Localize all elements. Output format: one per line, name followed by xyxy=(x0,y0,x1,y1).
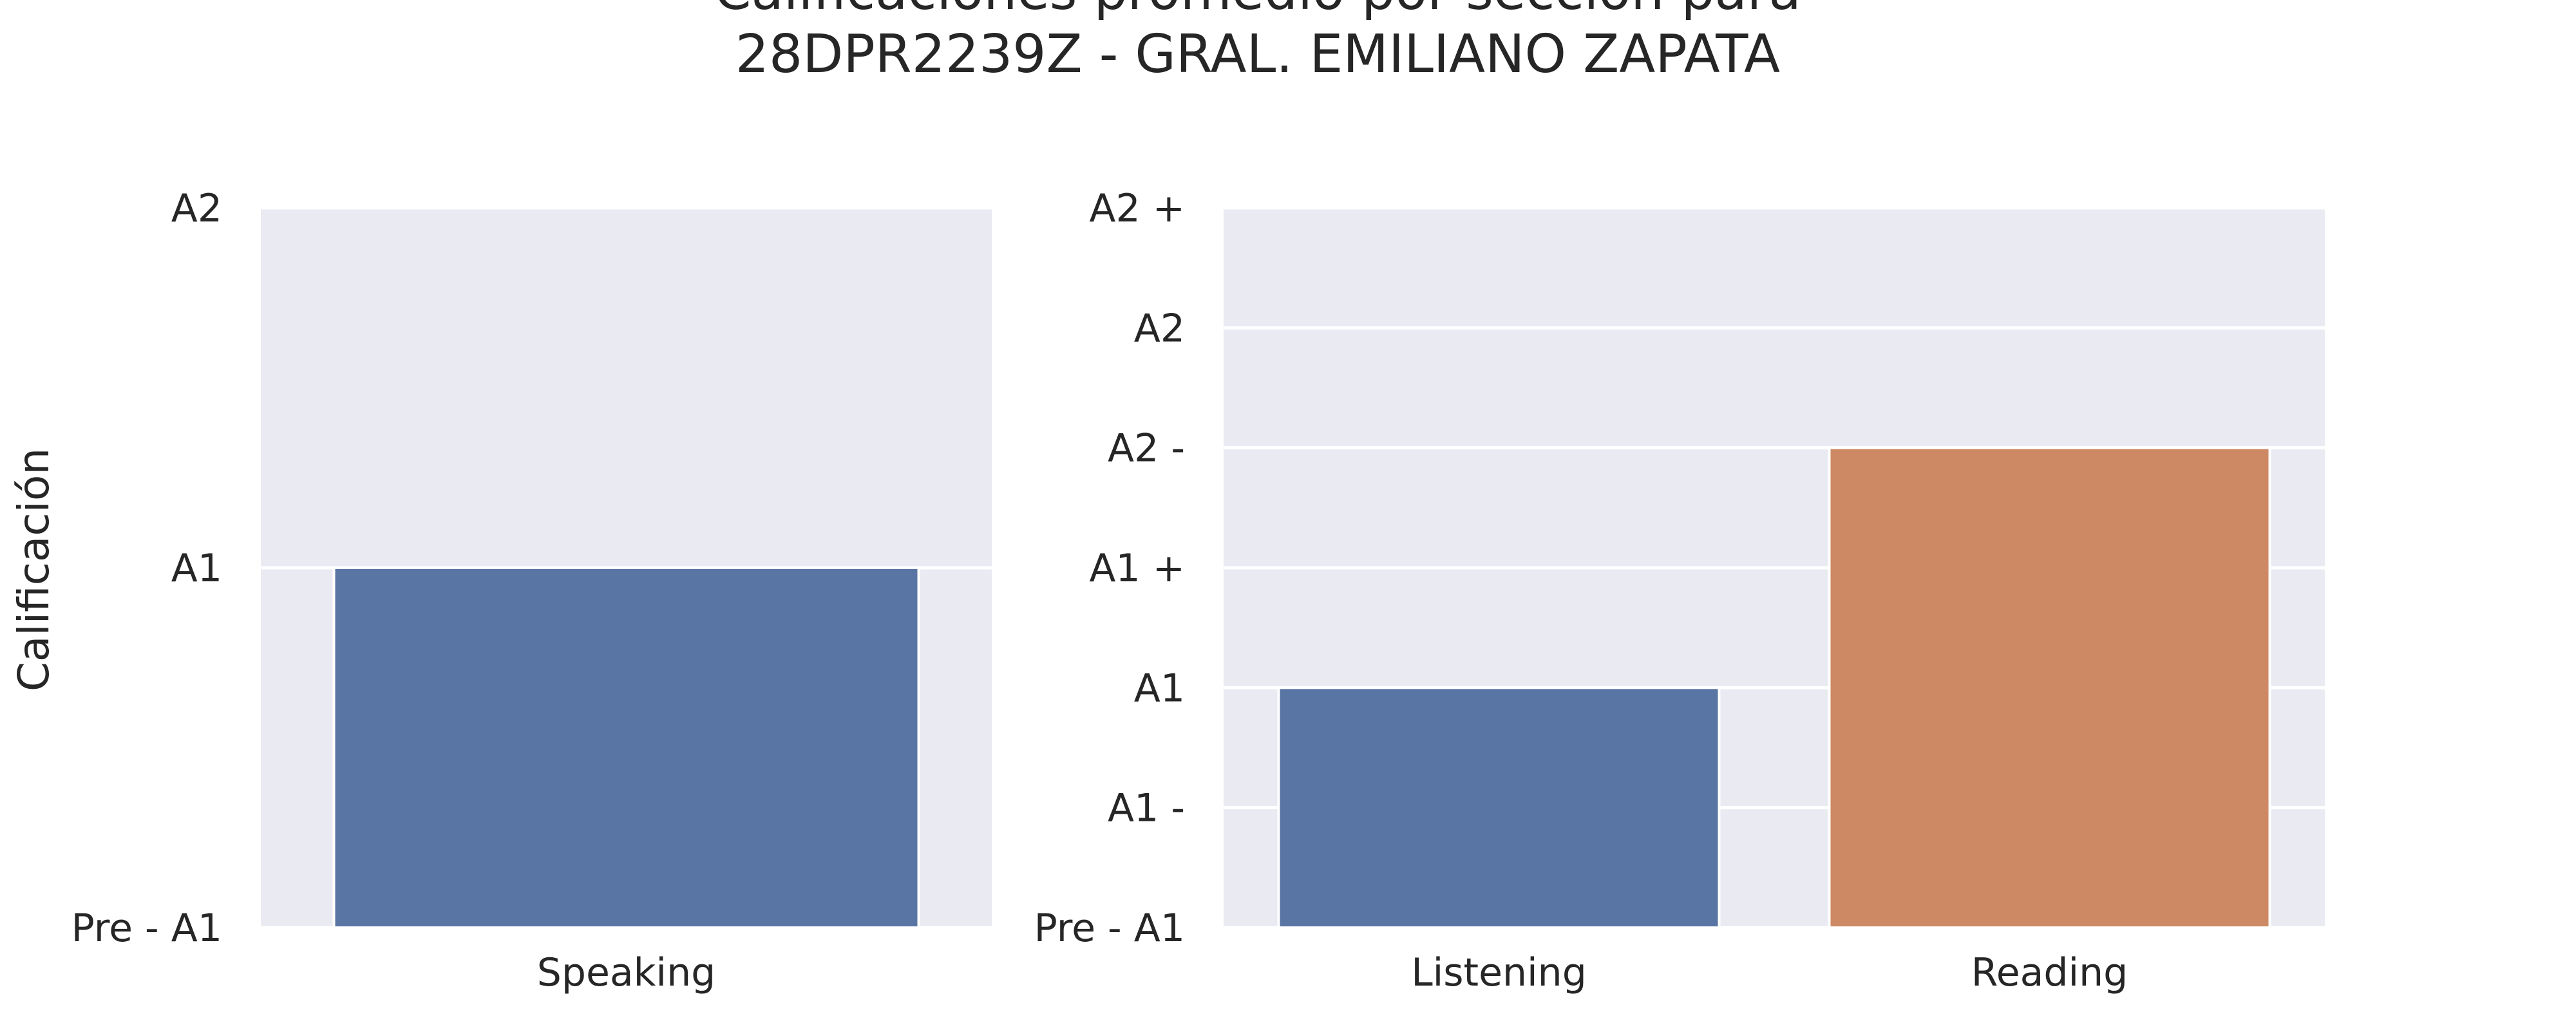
bar-listening xyxy=(1277,686,1721,930)
chart-title-line-1: Calificaciones promedio por sección para xyxy=(714,0,1801,22)
y-tick-label: A2 xyxy=(1134,306,1185,351)
x-tick-label: Reading xyxy=(1971,950,2128,995)
x-tick-label: Speaking xyxy=(537,950,715,995)
bar-reading xyxy=(1828,446,2271,929)
chart-panel-speaking: Pre - A1 A1 A2 Speaking xyxy=(71,186,992,995)
y-tick-label: A1 - xyxy=(1108,786,1185,831)
chart-title: Calificaciones promedio por sección para… xyxy=(714,0,1801,85)
y-tick-label: A2 xyxy=(171,186,222,231)
y-tick-label: A1 + xyxy=(1089,546,1185,591)
y-axis-label: Calificación xyxy=(9,448,59,691)
y-tick-label: A1 xyxy=(171,546,222,591)
y-tick-label: A2 + xyxy=(1089,186,1185,231)
y-tick-label: Pre - A1 xyxy=(71,906,222,951)
bar-speaking xyxy=(332,566,920,929)
y-tick-label: A1 xyxy=(1134,666,1185,711)
y-tick-label: A2 - xyxy=(1108,426,1185,471)
x-tick-label: Listening xyxy=(1411,950,1587,995)
chart-panel-listening-reading: Pre - A1 A1 - A1 A1 + A2 - A2 A2 + Listening Rea… xyxy=(1034,186,2325,995)
chart-title-line-2: 28DPR2239Z - GRAL. EMILIANO ZAPATA xyxy=(735,24,1780,85)
y-tick-label: Pre - A1 xyxy=(1034,906,1185,951)
